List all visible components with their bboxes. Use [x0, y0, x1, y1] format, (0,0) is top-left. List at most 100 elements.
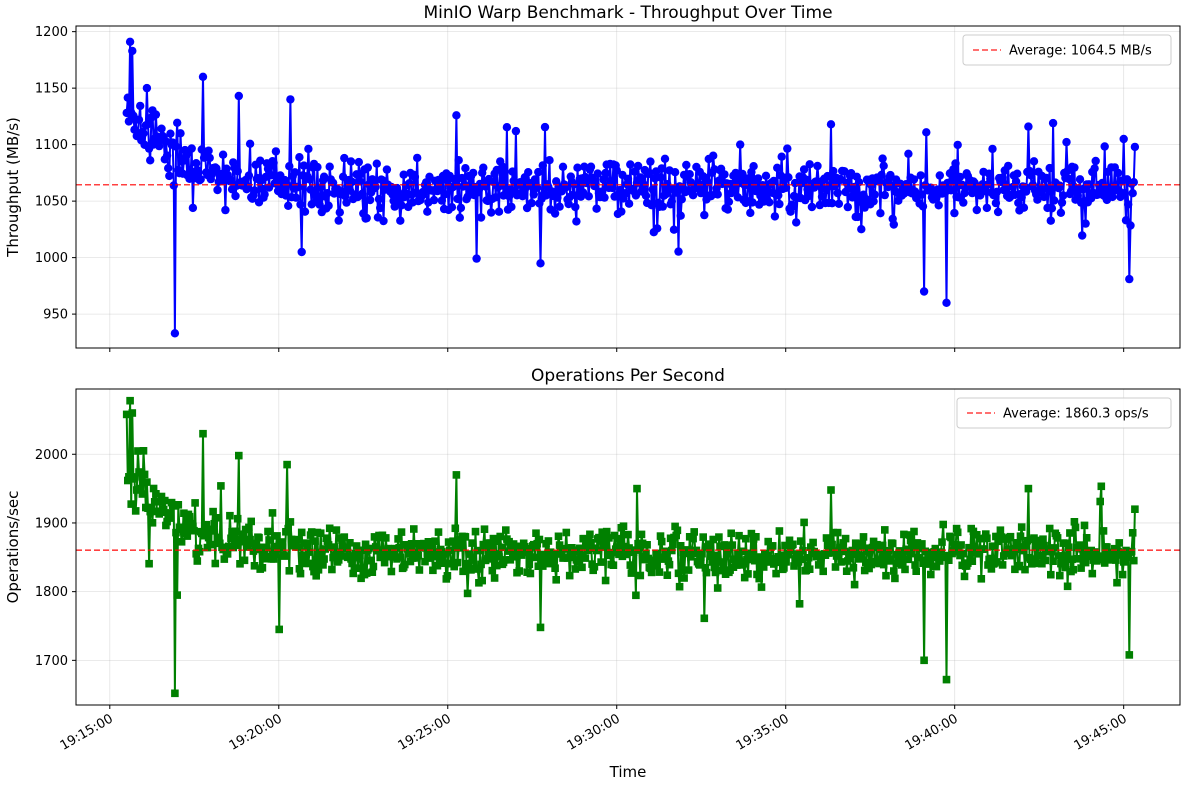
x-tick-label: 19:20:00: [227, 711, 285, 753]
data-point: [125, 473, 133, 481]
data-point: [700, 614, 709, 623]
data-point: [1039, 192, 1049, 202]
data-point: [500, 168, 509, 177]
data-point: [1006, 532, 1015, 541]
data-point: [500, 556, 509, 564]
data-point: [1113, 168, 1123, 178]
data-point: [461, 533, 470, 541]
data-point: [190, 526, 198, 535]
data-point: [1078, 545, 1086, 553]
data-point: [784, 550, 793, 559]
data-point: [202, 520, 211, 529]
data-point: [1033, 559, 1042, 568]
data-point: [757, 583, 766, 591]
data-point: [429, 195, 439, 205]
data-point: [320, 555, 328, 563]
data-point: [485, 550, 493, 558]
data-point: [140, 470, 149, 479]
data-point: [804, 554, 813, 562]
data-point: [599, 175, 608, 184]
series-1: [122, 37, 1140, 338]
data-point: [1016, 532, 1025, 540]
data-point: [330, 543, 338, 551]
data-point: [920, 656, 928, 665]
data-point: [891, 574, 899, 583]
data-point: [461, 164, 470, 173]
data-point: [992, 187, 1002, 196]
data-point: [455, 213, 464, 222]
data-point: [675, 582, 684, 591]
data-point: [176, 129, 185, 138]
data-point: [349, 569, 357, 578]
data-point: [509, 540, 518, 548]
data-point: [973, 531, 981, 539]
data-point: [306, 185, 315, 194]
data-point: [878, 154, 887, 163]
data-point: [1030, 534, 1038, 542]
data-point: [1023, 536, 1032, 545]
data-point: [728, 541, 737, 549]
data-point: [628, 563, 637, 571]
data-point: [776, 558, 785, 567]
data-point: [709, 535, 717, 544]
data-point: [244, 543, 252, 551]
y-tick-label: 1800: [35, 585, 68, 600]
data-point: [795, 600, 804, 608]
data-point: [169, 181, 178, 190]
data-point: [748, 198, 757, 207]
x-tick-label: 19:25:00: [396, 711, 454, 753]
data-point: [1024, 484, 1033, 493]
data-point: [986, 174, 995, 183]
data-point: [746, 208, 755, 218]
data-point: [1017, 523, 1026, 531]
data-point: [239, 530, 248, 538]
data-point: [1100, 559, 1109, 567]
plot-frame: [75, 388, 1181, 706]
data-point: [951, 159, 960, 168]
data-point: [982, 203, 992, 213]
data-point: [227, 534, 235, 543]
data-point: [919, 287, 929, 296]
data-point: [676, 542, 685, 550]
data-point: [764, 537, 772, 546]
data-point: [139, 129, 148, 138]
data-point: [570, 548, 578, 556]
data-point: [656, 532, 665, 540]
data-point: [549, 557, 557, 566]
data-point: [1050, 196, 1059, 205]
data-point: [545, 156, 554, 165]
data-point: [977, 575, 986, 583]
data-point: [857, 551, 866, 560]
data-point: [269, 158, 278, 167]
data-point: [727, 529, 735, 538]
data-point: [369, 562, 378, 571]
data-point: [124, 117, 134, 126]
data-point: [535, 535, 544, 544]
data-point: [568, 544, 576, 552]
data-point: [354, 157, 363, 167]
data-point: [573, 163, 582, 172]
data-point: [960, 572, 969, 581]
data-point: [763, 551, 771, 560]
data-point: [921, 547, 929, 556]
data-point: [605, 534, 613, 542]
data-point: [913, 539, 922, 547]
data-point: [947, 533, 955, 542]
data-point: [540, 122, 550, 132]
data-point: [950, 208, 959, 218]
data-point: [647, 201, 656, 210]
data-point: [353, 564, 362, 572]
data-point: [692, 546, 701, 555]
x-tick-label: 19:40:00: [903, 711, 961, 753]
data-point: [660, 555, 668, 563]
data-point: [524, 548, 532, 557]
data-point: [165, 171, 174, 181]
data-point: [796, 537, 805, 545]
data-point: [813, 161, 822, 171]
legend-label: Average: 1064.5 MB/s: [1009, 44, 1152, 59]
y-tick-label: 950: [43, 308, 68, 323]
data-point: [819, 567, 827, 576]
data-point: [273, 532, 281, 540]
data-point: [305, 175, 314, 184]
data-point: [251, 541, 260, 550]
